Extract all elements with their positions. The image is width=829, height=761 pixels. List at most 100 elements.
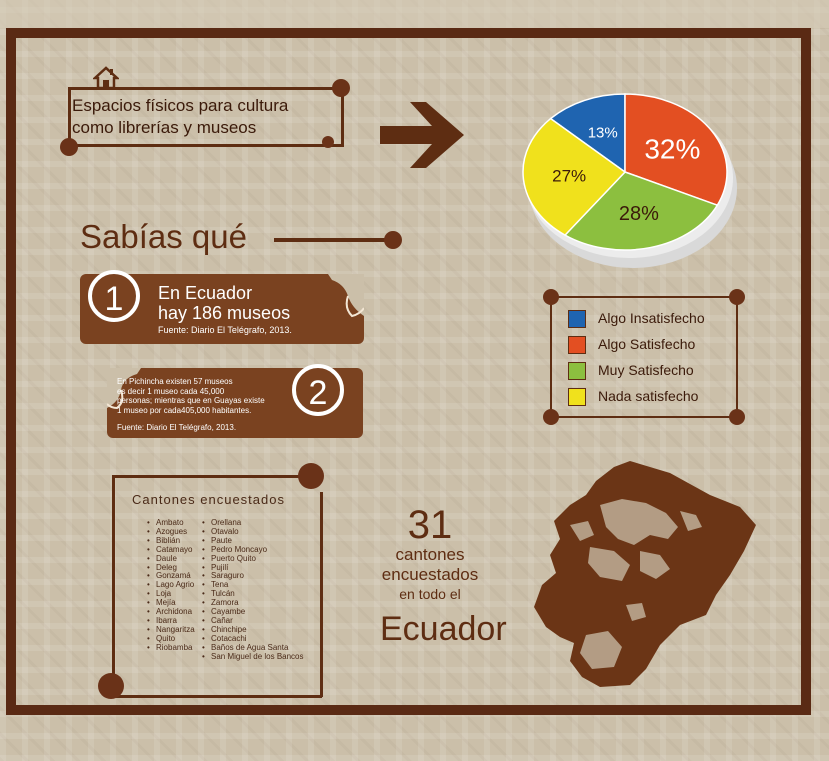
legend-swatch [568, 336, 586, 355]
canton-item: Biblián [147, 536, 195, 546]
legend-swatch [568, 310, 586, 329]
canton-item: Deleg [147, 563, 195, 573]
cantones-dot-top [298, 463, 324, 489]
fact-1-number: 1 [88, 270, 140, 322]
canton-item: Catamayo [147, 545, 195, 555]
pie-slices [522, 93, 728, 251]
legend-dot-tr [729, 289, 745, 305]
pie-chart: 13% 32% 28% 27% [522, 93, 737, 268]
header-dot-small [322, 136, 334, 148]
canton-item: Cotacachi [202, 634, 304, 644]
cantones-list-1: AmbatoAzoguesBibliánCatamayoDauleDelegGo… [147, 518, 195, 653]
fact-1-text: En Ecuador hay 186 museos [158, 283, 290, 323]
cantones-column-1: AmbatoAzoguesBibliánCatamayoDauleDelegGo… [147, 518, 195, 653]
arrow-right-icon [380, 102, 464, 168]
pie-label: 28% [619, 203, 659, 225]
canton-item: Tulcán [202, 589, 304, 599]
fact-2-line-2: es decir 1 museo cada 45,000 [117, 386, 225, 396]
fact-2-line-3: personas; mientras que en Guayas existe [117, 396, 265, 405]
cantones-title: Cantones encuestados [132, 492, 285, 507]
pie-slice-algo-satisfecho [624, 93, 728, 207]
canton-item: Baños de Agua Santa [202, 643, 304, 653]
cantones-right-line [320, 492, 323, 697]
legend-item-algo-satisfecho: Algo Satisfecho [568, 336, 696, 355]
summary-line-2: encuestados [381, 565, 479, 584]
fact-2-line-4: 1 museo por cada405,000 habitantes. [117, 405, 252, 415]
legend-swatch [568, 388, 586, 407]
legend-label: Muy Satisfecho [598, 362, 694, 378]
canton-item: Orellana [202, 518, 304, 528]
canton-item: Pujilí [202, 563, 304, 573]
legend-dot-tl [543, 289, 559, 305]
fact-2-number: 2 [292, 364, 344, 416]
canton-item: Ibarra [147, 616, 195, 626]
canton-item: Paute [202, 536, 304, 546]
top-pattern-band [0, 0, 829, 28]
header-dot-bottom [60, 138, 78, 156]
page-curl-icon [107, 368, 141, 410]
summary-number: 31 [407, 503, 453, 547]
header-right-line [341, 87, 344, 147]
fact-2-line-1: En Pichincha existen 57 museos [117, 377, 233, 386]
summary: 31 cantones encuestados en todo el [340, 505, 520, 603]
canton-item: Saraguro [202, 572, 304, 582]
canton-item: Ambato [147, 518, 195, 528]
canton-item: Otavalo [202, 527, 304, 537]
fact-1-line-1: En Ecuador [158, 283, 253, 303]
canton-item: Azogues [147, 527, 195, 537]
canton-item: Lago Agrio [147, 580, 195, 590]
legend-item-muy-satisfecho: Muy Satisfecho [568, 362, 694, 381]
header-line-2: como librerías y museos [72, 118, 257, 137]
cantones-left-line [112, 475, 115, 685]
cantones-dot-bottom [98, 673, 124, 699]
canton-item: Riobamba [147, 643, 195, 653]
canton-item: Cayambe [202, 607, 304, 617]
pie-slice-algo-insatisfecho [549, 93, 626, 174]
legend-swatch [568, 362, 586, 381]
pie-label: 27% [552, 167, 586, 186]
fact-1-line-2: hay 186 museos [158, 303, 291, 323]
legend-item-algo-insatisfecho: Algo Insatisfecho [568, 310, 705, 329]
legend-dot-bl [543, 409, 559, 425]
fact-2-source: Fuente: Diario El Telégrafo, 2013. [117, 423, 237, 432]
canton-item: San Miguel de los Bancos [202, 652, 304, 662]
legend-dot-br [729, 409, 745, 425]
sabias-title: Sabías qué [80, 218, 247, 255]
pie-labels: 13% 32% 28% 27% [552, 125, 700, 226]
canton-item: Gonzamá [147, 572, 195, 582]
canton-item: Loja [147, 589, 195, 599]
cantones-list-2: OrellanaOtavaloPautePedro MoncayoPuerto … [202, 518, 304, 662]
canton-item: Chinchipe [202, 625, 304, 635]
legend: Algo Insatisfecho Algo Satisfecho Muy Sa… [543, 289, 745, 425]
canton-item: Archidona [147, 607, 195, 617]
summary-country: Ecuador [380, 610, 507, 648]
header-left-line [68, 87, 71, 147]
cantones-bottom-line [112, 695, 322, 698]
header-top-line [68, 87, 343, 90]
canton-item: Pedro Moncayo [202, 545, 304, 555]
header-line-1: Espacios físicos para cultura [72, 96, 289, 115]
canton-item: Zamora [202, 598, 304, 608]
pie-label: 13% [588, 125, 618, 142]
header-title: Espacios físicos para cultura como libre… [72, 95, 342, 139]
pie-label: 32% [644, 133, 700, 164]
summary-line-1: cantones [395, 545, 465, 564]
canton-item: Cañar [202, 616, 304, 626]
cantones-top-line [112, 475, 312, 478]
canton-item: Nangaritza [147, 625, 195, 635]
house-icon [93, 66, 119, 90]
canton-item: Mejía [147, 598, 195, 608]
summary-line-3: en todo el [399, 586, 461, 602]
canton-item: Tena [202, 580, 304, 590]
ecuador-map-icon [534, 461, 756, 687]
legend-label: Nada satisfecho [598, 388, 699, 404]
page-curl-icon [328, 274, 364, 318]
canton-item: Daule [147, 554, 195, 564]
fact-1-source: Fuente: Diario El Telégrafo, 2013. [158, 325, 292, 335]
canton-item: Puerto Quito [202, 554, 304, 564]
page-frame [6, 28, 811, 715]
pie-slice-muy-satisfecho [563, 171, 719, 251]
legend-label: Algo Satisfecho [598, 336, 696, 352]
fact-2-text: En Pichincha existen 57 museos es decir … [117, 377, 347, 415]
